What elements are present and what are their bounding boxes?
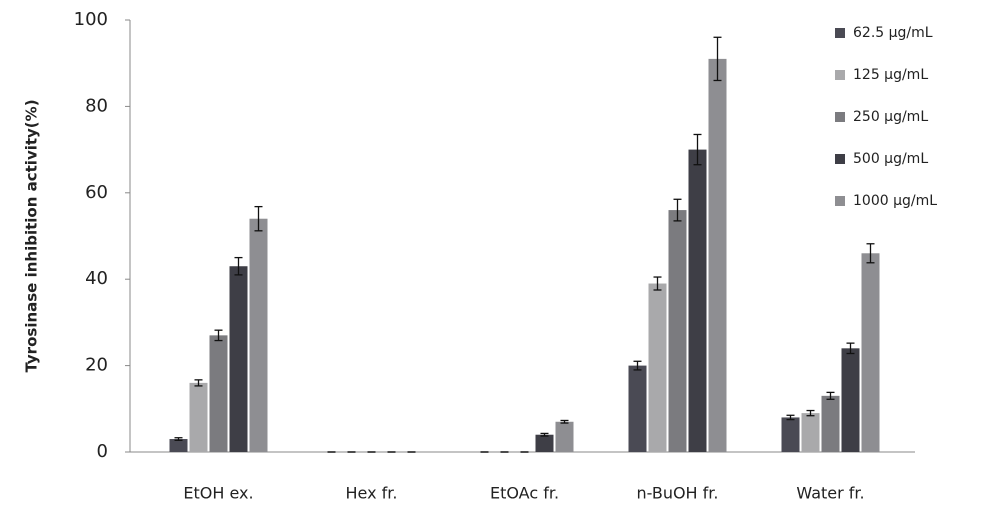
error-bar (214, 329, 223, 342)
x-tick-label: EtOAc fr. (490, 484, 559, 503)
bar (169, 439, 188, 452)
legend-label: 1000 μg/mL (853, 193, 937, 209)
error-bar (194, 379, 203, 387)
legend-label: 250 μg/mL (853, 109, 928, 125)
error-bar (673, 198, 682, 222)
legend-label: 62.5 μg/mL (853, 25, 933, 41)
x-tick-label: Hex fr. (346, 484, 398, 503)
bar (229, 266, 248, 452)
error-bar (254, 205, 263, 232)
bar (688, 149, 707, 452)
x-tick-label: n-BuOH fr. (637, 484, 719, 503)
bar (209, 335, 228, 452)
error-bar (633, 360, 642, 371)
bar (708, 58, 727, 452)
error-bar (846, 342, 855, 355)
error-bar (653, 276, 662, 291)
x-tick-label: EtOH ex. (183, 484, 253, 503)
error-bar (826, 391, 835, 400)
bar (781, 417, 800, 452)
y-tick-label: 40 (85, 268, 108, 289)
error-bar (786, 414, 795, 421)
x-tick-label: Water fr. (796, 484, 864, 503)
legend-label: 125 μg/mL (853, 67, 928, 83)
legend-swatch (835, 196, 845, 206)
bar (648, 283, 667, 452)
error-bar (560, 419, 569, 424)
error-bar (540, 432, 549, 437)
y-tick-label: 100 (74, 9, 108, 30)
error-bar (713, 36, 722, 82)
error-bar (806, 409, 815, 417)
bar (189, 382, 208, 452)
bar (535, 434, 554, 452)
bar (861, 253, 880, 452)
error-bar (234, 256, 243, 276)
bar (801, 413, 820, 452)
y-tick-label: 60 (85, 182, 108, 203)
bar (841, 348, 860, 452)
legend-label: 500 μg/mL (853, 151, 928, 167)
error-bar (866, 243, 875, 264)
legend-swatch (835, 70, 845, 80)
y-tick-label: 20 (85, 355, 108, 376)
y-tick-label: 80 (85, 95, 108, 116)
bar (668, 210, 687, 452)
bar (555, 421, 574, 452)
bar (628, 365, 647, 452)
bar (821, 395, 840, 452)
legend-swatch (835, 154, 845, 164)
y-tick-label: 0 (97, 441, 108, 462)
error-bar (174, 437, 183, 441)
legend-swatch (835, 28, 845, 38)
error-bar (693, 133, 702, 166)
y-axis-label: Tyrosinase inhibition activity(%) (23, 99, 41, 372)
legend-swatch (835, 112, 845, 122)
bar (249, 218, 268, 452)
